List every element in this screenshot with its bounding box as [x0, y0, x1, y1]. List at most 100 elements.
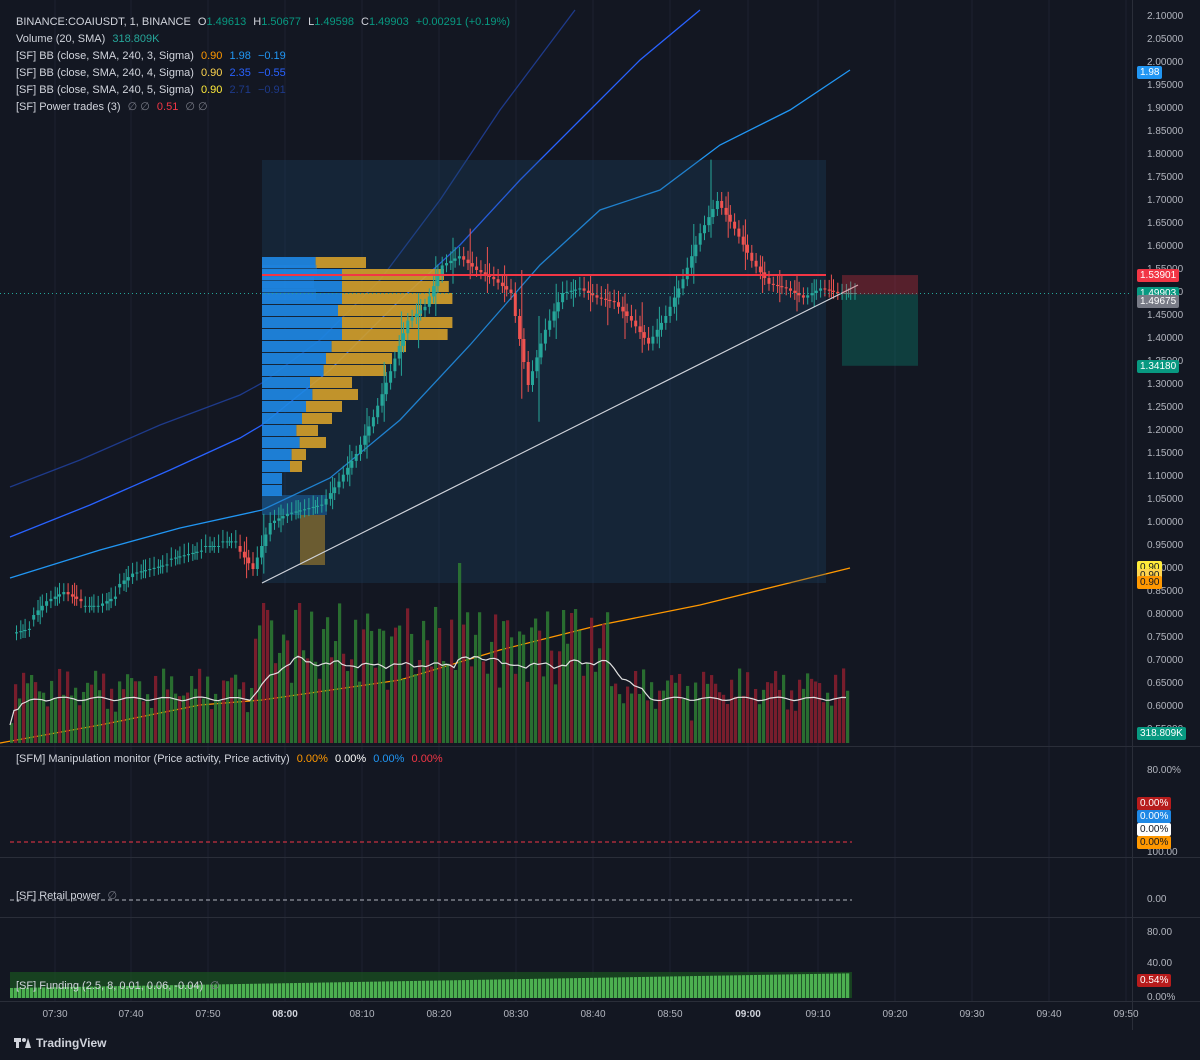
profile-bar: [262, 305, 338, 316]
funding-bar: [790, 974, 794, 998]
volume-bar: [18, 698, 22, 743]
retail-legend[interactable]: [SF] Retail power ∅: [16, 889, 121, 903]
indicator-volume[interactable]: Volume (20, SMA) 318.809K: [16, 32, 163, 46]
price-axis-label: 0.95000: [1147, 540, 1184, 551]
axis-label: 100.00: [1147, 847, 1178, 858]
indicator-bb5[interactable]: [SF] BB (close, SMA, 240, 5, Sigma) 0.90…: [16, 83, 290, 97]
indicator-power-trades[interactable]: [SF] Power trades (3) ∅ ∅ 0.51 ∅ ∅: [16, 100, 212, 114]
indicator-bb3[interactable]: [SF] BB (close, SMA, 240, 3, Sigma) 0.90…: [16, 49, 290, 63]
funding-bar: [42, 987, 46, 998]
volume-bar: [826, 692, 830, 743]
candle: [204, 546, 208, 547]
funding-bar: [578, 978, 582, 998]
volume-bar: [78, 705, 82, 743]
volume-bar: [298, 603, 302, 743]
pane-divider[interactable]: [0, 746, 1200, 747]
funding-bar: [198, 984, 202, 998]
tradingview-logo[interactable]: TradingView: [14, 1036, 106, 1050]
price-tag: 1.98: [1137, 66, 1163, 80]
volume-bar: [190, 676, 194, 743]
time-axis-label: 09:10: [805, 1009, 831, 1020]
funding-bar: [650, 976, 654, 998]
candle: [40, 605, 44, 611]
volume-bar: [398, 625, 402, 743]
funding-bar: [674, 976, 678, 998]
candle: [406, 320, 410, 334]
indicator-name: Volume (20, SMA): [16, 33, 106, 45]
funding-bar: [710, 975, 714, 998]
candle: [290, 512, 294, 514]
funding-bar: [830, 973, 834, 998]
profile-bar: [262, 495, 327, 515]
candle: [27, 628, 31, 630]
indicator-value: ∅ ∅: [185, 101, 208, 113]
volume-bar: [58, 668, 62, 743]
funding-bar: [778, 974, 782, 998]
funding-bar: [86, 986, 90, 998]
funding-legend[interactable]: [SF] Funding (2.5, 8, 0.01, 0.06, -0.04)…: [16, 979, 224, 993]
volume-bar: [562, 610, 566, 743]
indicator-value: ∅: [210, 980, 220, 992]
profile-bar-sell: [331, 341, 406, 352]
funding-bar: [814, 973, 818, 998]
volume-bar: [430, 666, 434, 743]
candle: [380, 394, 384, 406]
funding-bar: [74, 986, 78, 998]
candle: [715, 201, 719, 210]
funding-bar: [718, 975, 722, 998]
funding-bar: [462, 980, 466, 998]
candle: [758, 266, 762, 273]
candle: [354, 454, 358, 461]
funding-bar: [634, 977, 638, 998]
volume-bar: [10, 723, 14, 743]
volume-bar: [774, 671, 778, 743]
volume-bar: [274, 663, 278, 743]
price-axis[interactable]: [1132, 0, 1200, 1030]
profile-bar-sell: [342, 293, 453, 304]
profile-bar-sell: [342, 281, 449, 292]
pane-divider[interactable]: [0, 857, 1200, 858]
time-axis-label: 07:50: [195, 1009, 221, 1020]
volume-bar: [770, 683, 774, 743]
funding-bar: [598, 977, 602, 998]
manipulation-legend[interactable]: [SFM] Manipulation monitor (Price activi…: [16, 752, 447, 766]
candle: [604, 298, 608, 300]
profile-bar-sell: [342, 329, 448, 340]
price-axis-label: 2.05000: [1147, 34, 1184, 45]
indicator-value: −0.19: [257, 50, 286, 62]
funding-bar: [214, 984, 218, 998]
indicator-bb4[interactable]: [SF] BB (close, SMA, 240, 4, Sigma) 0.90…: [16, 66, 290, 80]
indicator-value: 0.51: [156, 101, 179, 113]
candle: [208, 546, 212, 547]
funding-bar: [798, 974, 802, 998]
candle: [526, 362, 530, 385]
funding-bar: [458, 980, 462, 998]
open-value: 1.49613: [206, 16, 247, 28]
funding-bar: [422, 980, 426, 998]
candle: [49, 598, 53, 602]
funding-bar: [242, 983, 246, 998]
candle: [733, 221, 737, 229]
candle: [634, 320, 638, 327]
volume-bar: [30, 675, 34, 743]
candle: [96, 605, 100, 607]
funding-bar: [838, 973, 842, 998]
funding-bar: [166, 985, 170, 998]
funding-bar: [754, 974, 758, 998]
indicator-value: 0.90: [200, 67, 223, 79]
funding-bar: [442, 980, 446, 998]
symbol-name[interactable]: BINANCE:COAIUSDT, 1, BINANCE: [16, 16, 191, 28]
volume-bar: [802, 688, 806, 743]
funding-bar: [418, 980, 422, 998]
profile-bar-sell: [323, 365, 386, 376]
candle: [178, 556, 182, 558]
candle: [152, 567, 156, 569]
funding-bar: [382, 981, 386, 998]
funding-bar: [534, 978, 538, 998]
profile-bar-sell: [310, 377, 352, 388]
volume-bar: [526, 681, 530, 743]
candle: [677, 288, 681, 298]
pane-divider[interactable]: [0, 917, 1200, 918]
